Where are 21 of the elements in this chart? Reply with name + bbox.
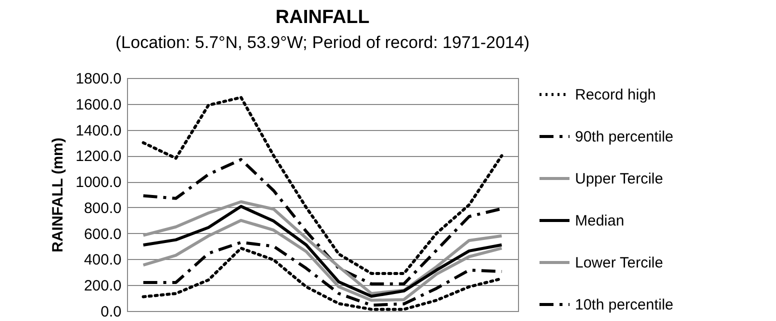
- chart-subtitle: (Location: 5.7°N, 53.9°W; Period of record: 1971-2014): [116, 33, 530, 52]
- y-tick-label: 200.0: [84, 278, 122, 295]
- y-tick-label: 600.0: [84, 226, 122, 243]
- y-tick-label: 0.0: [100, 304, 122, 320]
- y-tick-label: 1800.0: [76, 70, 122, 88]
- y-tick-label: 1400.0: [76, 122, 122, 140]
- legend-label: Lower Tercile: [575, 254, 664, 272]
- legend-label: Upper Tercile: [575, 170, 664, 188]
- line-series: [142, 218, 504, 302]
- line-series: [142, 96, 504, 275]
- y-tick-label: 800.0: [84, 200, 122, 217]
- legend-label: 10th percentile: [575, 296, 674, 314]
- legend-label: Record high: [575, 86, 656, 104]
- y-axis-title: RAINFALL (mm): [50, 138, 67, 252]
- y-tick-label: 400.0: [84, 252, 122, 269]
- legend-label: Median: [575, 212, 624, 230]
- legend-label: 90th percentile: [575, 128, 674, 146]
- y-tick-label: 1000.0: [76, 174, 122, 192]
- y-tick-label: 1600.0: [76, 96, 122, 114]
- chart-title: RAINFALL: [276, 7, 370, 28]
- y-tick-label: 1200.0: [76, 148, 122, 166]
